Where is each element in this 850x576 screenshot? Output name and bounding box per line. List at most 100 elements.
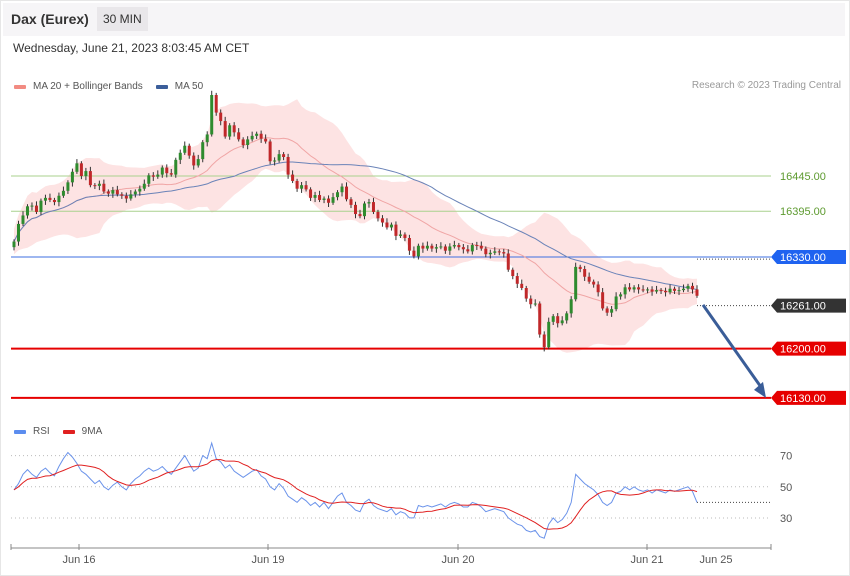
candle xyxy=(574,262,578,302)
candle xyxy=(457,242,461,251)
candle xyxy=(637,284,641,294)
candle xyxy=(300,181,304,193)
candle xyxy=(632,285,636,293)
candle-body xyxy=(210,95,214,135)
forecast-arrow-shaft xyxy=(701,304,765,391)
x-tick-label: Jun 16 xyxy=(62,554,95,566)
candle xyxy=(497,249,501,256)
candle xyxy=(407,234,411,255)
candle xyxy=(668,284,672,295)
candle xyxy=(214,92,218,116)
candle-body xyxy=(232,125,236,133)
candle-body xyxy=(241,139,245,146)
candle-body xyxy=(502,252,506,254)
candle-body xyxy=(268,141,272,162)
candle xyxy=(160,165,164,178)
instrument-title: Dax (Eurex) xyxy=(11,11,89,27)
candle xyxy=(174,157,178,178)
candle xyxy=(430,243,434,252)
candle xyxy=(178,149,182,165)
candle-body xyxy=(362,203,366,217)
ma20-line xyxy=(13,137,698,305)
candle-body xyxy=(515,276,519,284)
candle xyxy=(232,122,236,137)
rsi-tick-label: 30 xyxy=(780,513,792,525)
candle xyxy=(259,130,263,143)
candle xyxy=(677,286,681,296)
level-tag-16200 xyxy=(771,341,846,356)
candle-body xyxy=(479,245,483,249)
candle-body xyxy=(475,245,479,247)
level-label-16200: 16200.00 xyxy=(780,344,826,356)
candle xyxy=(61,186,65,198)
candle xyxy=(88,166,92,188)
candle xyxy=(434,243,438,253)
candle-body xyxy=(668,288,672,293)
rsi-line xyxy=(13,441,698,539)
candle xyxy=(156,170,160,179)
candle-body xyxy=(237,132,241,140)
candle-body xyxy=(102,183,106,192)
candle xyxy=(601,288,605,311)
candle xyxy=(219,109,223,126)
interval-selector[interactable]: 30 MIN xyxy=(97,7,148,31)
level-tag-16330 xyxy=(771,250,846,265)
candle xyxy=(506,249,510,272)
candle-body xyxy=(560,320,564,324)
candle-body xyxy=(605,308,609,313)
candle-body xyxy=(228,125,232,137)
candle-body xyxy=(336,192,340,198)
candle xyxy=(106,189,110,197)
candle xyxy=(30,202,34,211)
candle xyxy=(84,167,88,181)
candle xyxy=(403,232,407,242)
candle-body xyxy=(529,298,533,305)
candle-body xyxy=(394,224,398,236)
candle xyxy=(102,179,106,194)
candle-body xyxy=(506,253,510,270)
candle xyxy=(331,192,335,205)
candle xyxy=(614,292,618,312)
x-tick-label: Jun 21 xyxy=(630,554,663,566)
candle-body xyxy=(309,189,313,198)
candle-body xyxy=(412,250,416,257)
candle-body xyxy=(614,296,618,310)
candle-body xyxy=(565,313,569,321)
candle xyxy=(223,116,227,139)
level-label-16130: 16130.00 xyxy=(780,393,826,405)
candle-body xyxy=(592,281,596,285)
candle xyxy=(650,286,654,296)
candle xyxy=(21,211,25,227)
candle-body xyxy=(385,222,389,228)
candle-body xyxy=(434,247,438,249)
candle-body xyxy=(425,245,429,249)
candle-body xyxy=(313,195,317,198)
candle-body xyxy=(430,245,434,249)
candle xyxy=(511,267,515,280)
candle-body xyxy=(246,139,250,146)
candle-body xyxy=(25,206,29,216)
candle-body xyxy=(84,171,88,177)
candle-body xyxy=(295,180,299,189)
candle-body xyxy=(187,145,191,156)
candle xyxy=(628,283,632,292)
ma50-legend-swatch xyxy=(155,84,168,89)
candle xyxy=(371,197,375,215)
candle-body xyxy=(273,160,277,162)
candle-body xyxy=(682,288,686,291)
candle-body xyxy=(66,182,70,191)
candle-body xyxy=(151,175,155,177)
candle-body xyxy=(79,163,83,177)
candle xyxy=(246,136,250,150)
candle xyxy=(304,180,308,192)
candle-body xyxy=(52,199,56,203)
candle xyxy=(547,317,551,350)
candle-body xyxy=(421,245,425,249)
candle-body xyxy=(250,135,254,140)
candle-body xyxy=(201,142,205,160)
candle-body xyxy=(300,185,304,189)
candle xyxy=(340,183,344,197)
candle xyxy=(578,264,582,273)
rsi-legend-swatch xyxy=(14,429,26,434)
